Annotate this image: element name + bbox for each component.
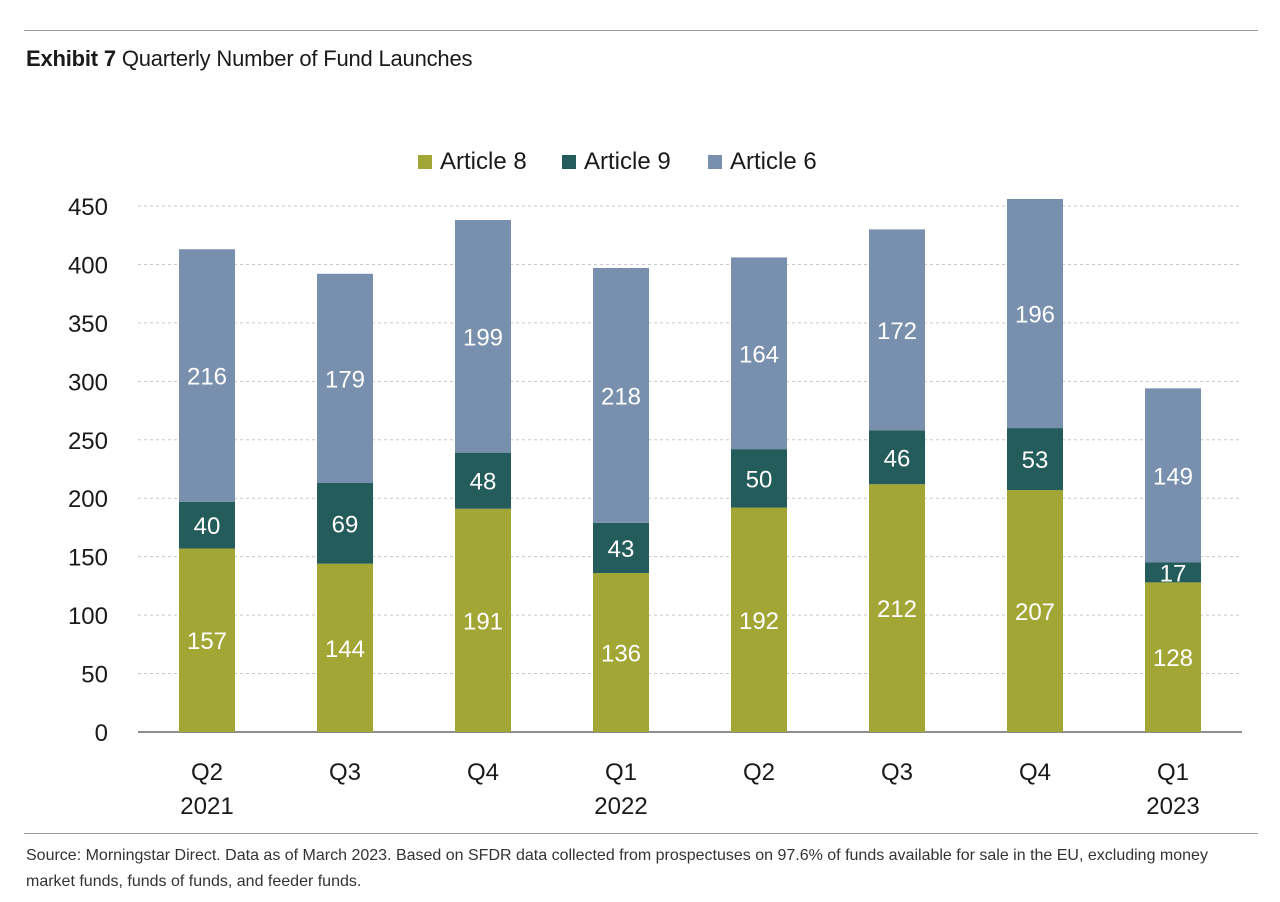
x-tick-label: Q4 (467, 759, 499, 786)
bar-segment (731, 257, 787, 450)
data-label: 212 (877, 596, 917, 623)
data-label: 136 (601, 641, 641, 668)
data-label: 191 (463, 608, 503, 635)
data-label: 179 (325, 366, 365, 393)
data-label: 164 (739, 341, 779, 368)
y-tick-label: 100 (68, 603, 108, 630)
x-tick-label: 2021 (180, 793, 233, 820)
data-label: 207 (1015, 599, 1055, 626)
x-tick-label: Q2 (191, 759, 223, 786)
exhibit-title: Quarterly Number of Fund Launches (121, 46, 473, 71)
data-label: 46 (884, 445, 911, 472)
x-tick-label: Q3 (881, 759, 913, 786)
x-tick-label: Q3 (329, 759, 361, 786)
legend-swatch (562, 155, 576, 169)
bar-segment (455, 220, 511, 453)
top-divider (24, 30, 1258, 31)
data-label: 43 (608, 536, 635, 563)
x-tick-label: Q2 (743, 759, 775, 786)
y-tick-label: 350 (68, 311, 108, 338)
bar-segment (731, 507, 787, 732)
y-tick-label: 450 (68, 194, 108, 221)
legend-label: Article 9 (584, 148, 671, 175)
data-label: 50 (746, 466, 773, 493)
y-tick-label: 150 (68, 545, 108, 572)
bar-segment (179, 249, 235, 502)
exhibit-label: Exhibit 7 (26, 46, 116, 71)
x-tick-label: 2022 (594, 793, 647, 820)
legend-label: Article 8 (440, 148, 527, 175)
data-label: 199 (463, 324, 503, 351)
data-label: 216 (187, 363, 227, 390)
bar-segment (1145, 562, 1201, 583)
x-tick-label: 2023 (1146, 793, 1199, 820)
data-label: 149 (1153, 463, 1193, 490)
x-tick-label: Q4 (1019, 759, 1051, 786)
data-label: 196 (1015, 302, 1055, 329)
data-label: 144 (325, 636, 365, 663)
data-label: 192 (739, 608, 779, 635)
bar-segment (1007, 490, 1063, 732)
data-label: 157 (187, 628, 227, 655)
data-label: 17 (1160, 560, 1187, 587)
data-label: 40 (194, 513, 221, 540)
data-label: 128 (1153, 645, 1193, 672)
stacked-bar-chart: 0 50 100 150 200 250 300 350 400 450 157 40 216 Q2 202… (68, 148, 1242, 820)
y-tick-label: 250 (68, 428, 108, 455)
bar-segment (869, 229, 925, 431)
source-note: Source: Morningstar Direct. Data as of M… (26, 847, 1208, 890)
data-label: 53 (1022, 447, 1049, 474)
bar-segment (317, 563, 373, 732)
bar-segment (317, 483, 373, 564)
bar-segment (1007, 428, 1063, 491)
legend-swatch (418, 155, 432, 169)
data-label: 69 (332, 511, 359, 538)
bar-segment (179, 548, 235, 732)
bar-segment (869, 484, 925, 732)
bar-segment (593, 267, 649, 523)
bar-segment (455, 452, 511, 509)
legend-label: Article 6 (730, 148, 817, 175)
bar-segment (593, 573, 649, 732)
legend-swatch (708, 155, 722, 169)
bar-segment (731, 449, 787, 508)
y-tick-label: 50 (81, 662, 108, 689)
bar-segment (1145, 388, 1201, 563)
data-label: 172 (877, 318, 917, 345)
bottom-divider (24, 833, 1258, 834)
x-tick-label: Q1 (605, 759, 637, 786)
y-tick-label: 0 (95, 720, 108, 747)
bar-segment (179, 501, 235, 549)
y-tick-label: 200 (68, 486, 108, 513)
y-tick-label: 300 (68, 369, 108, 396)
bar-segment (869, 430, 925, 485)
y-tick-label: 400 (68, 252, 108, 279)
bar-segment (593, 522, 649, 574)
bar-segment (317, 273, 373, 484)
bar-segment (455, 508, 511, 732)
x-tick-label: Q1 (1157, 759, 1189, 786)
bar-segment (1145, 582, 1201, 732)
data-label: 218 (601, 383, 641, 410)
chart-title: Exhibit 7 Quarterly Number of Fund Launc… (26, 46, 472, 72)
bar-segment (1007, 198, 1063, 429)
data-label: 48 (470, 469, 497, 496)
